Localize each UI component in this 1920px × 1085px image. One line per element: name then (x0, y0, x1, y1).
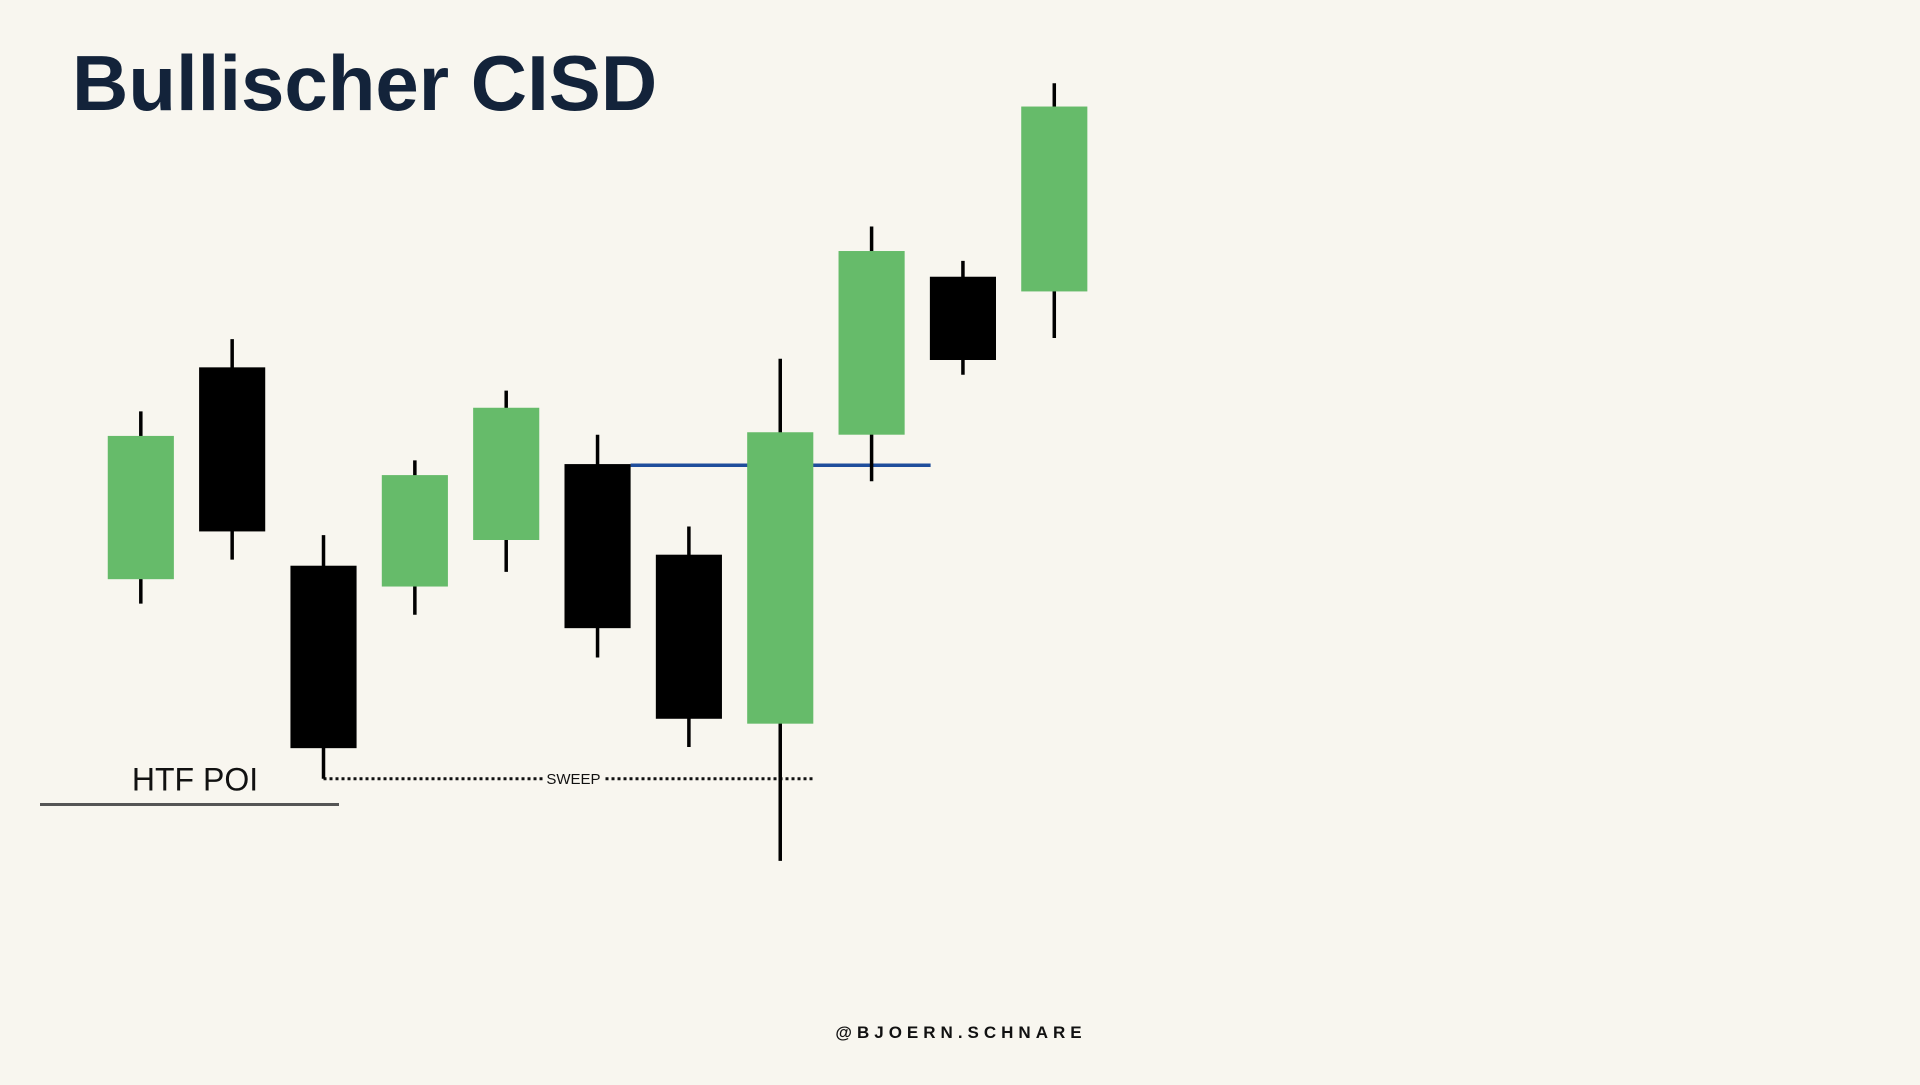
candle-body (199, 367, 266, 532)
candle-body (290, 565, 357, 749)
candle-body (838, 251, 905, 435)
sweep-label-bg (543, 768, 604, 789)
candle-body (473, 407, 540, 540)
candle-body (107, 435, 174, 580)
sweep-label: SWEEP (546, 771, 600, 788)
candle-body (747, 432, 814, 724)
candle-body (655, 554, 722, 719)
candle-body (1021, 106, 1088, 292)
chart-title: Bullischer CISD (72, 39, 657, 127)
credit: @BJOERN.SCHNARE (835, 1023, 1086, 1042)
candle-body (564, 464, 631, 629)
candle-body (929, 276, 996, 360)
poi-label: HTF POI (132, 761, 258, 797)
candle-body (381, 475, 448, 587)
